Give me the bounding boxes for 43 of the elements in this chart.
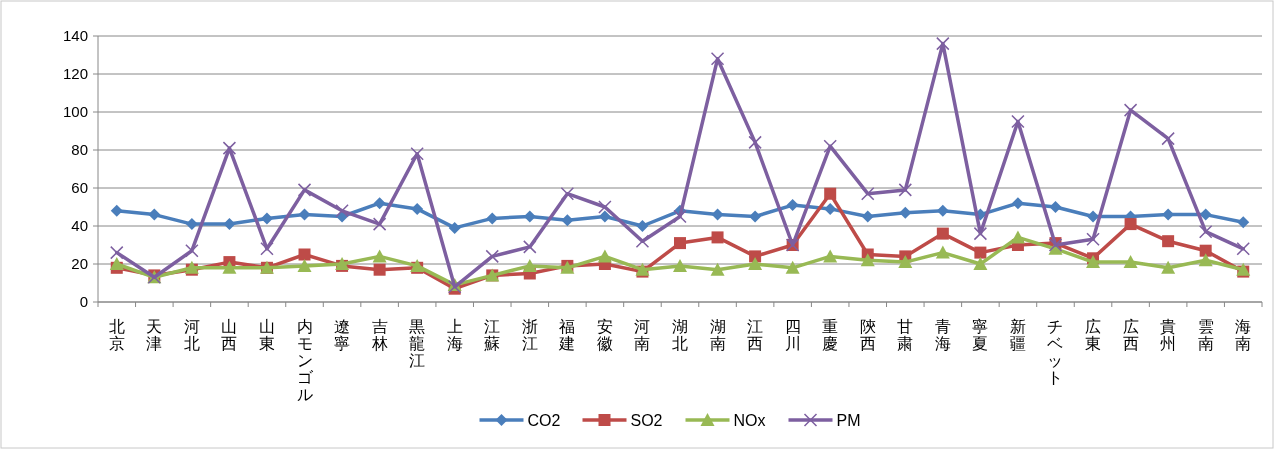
x-tick-label: 寧夏 bbox=[972, 318, 989, 352]
y-tick-label: 0 bbox=[79, 293, 88, 310]
y-tick-label: 20 bbox=[71, 255, 88, 272]
x-tick-label: 内モンゴル bbox=[296, 318, 314, 403]
legend-label: CO2 bbox=[527, 412, 561, 429]
legend-label: NOx bbox=[733, 412, 766, 429]
y-tick-label: 140 bbox=[62, 27, 88, 44]
x-tick-label: 貴州 bbox=[1160, 318, 1177, 352]
x-tick-label: 天津 bbox=[146, 318, 163, 352]
x-tick-label: 広東 bbox=[1085, 318, 1102, 352]
legend-label: PM bbox=[836, 412, 861, 429]
x-tick-label: 福建 bbox=[558, 318, 576, 352]
x-tick-label: 浙江 bbox=[521, 318, 538, 352]
x-tick-label: 河南 bbox=[634, 318, 651, 352]
x-tick-label: 山西 bbox=[221, 318, 238, 352]
y-tick-label: 100 bbox=[62, 103, 88, 120]
x-tick-label: 四川 bbox=[784, 318, 801, 352]
y-tick-label: 60 bbox=[71, 179, 88, 196]
x-tick-label: 甘粛 bbox=[897, 318, 914, 352]
x-tick-label: 遼寧 bbox=[334, 318, 351, 352]
y-tick-label: 80 bbox=[71, 141, 88, 158]
x-tick-label: 黒龍江 bbox=[409, 318, 426, 369]
x-tick-label: 海南 bbox=[1235, 318, 1252, 352]
x-tick-label: 陝西 bbox=[859, 318, 876, 352]
x-tick-label: 安徽 bbox=[596, 318, 613, 352]
x-tick-label: 雲南 bbox=[1197, 318, 1214, 352]
x-tick-label: 山東 bbox=[258, 318, 275, 352]
x-tick-label: チベット bbox=[1047, 318, 1064, 386]
legend-label: SO2 bbox=[630, 412, 663, 429]
x-tick-label: 江蘇 bbox=[484, 318, 501, 352]
x-tick-label: 新疆 bbox=[1009, 318, 1026, 352]
y-tick-label: 40 bbox=[71, 217, 88, 234]
x-tick-label: 河北 bbox=[183, 318, 200, 352]
x-tick-label: 吉林 bbox=[370, 318, 388, 352]
x-tick-label: 江西 bbox=[747, 318, 764, 352]
y-tick-label: 120 bbox=[62, 65, 88, 82]
x-tick-label: 青海 bbox=[934, 318, 951, 352]
x-tick-label: 広西 bbox=[1122, 318, 1139, 352]
x-tick-label: 北京 bbox=[108, 318, 125, 352]
x-tick-label: 重慶 bbox=[822, 318, 839, 352]
x-tick-label: 湖北 bbox=[672, 318, 688, 352]
x-tick-label: 湖南 bbox=[709, 318, 726, 352]
x-tick-label: 上海 bbox=[446, 318, 463, 352]
